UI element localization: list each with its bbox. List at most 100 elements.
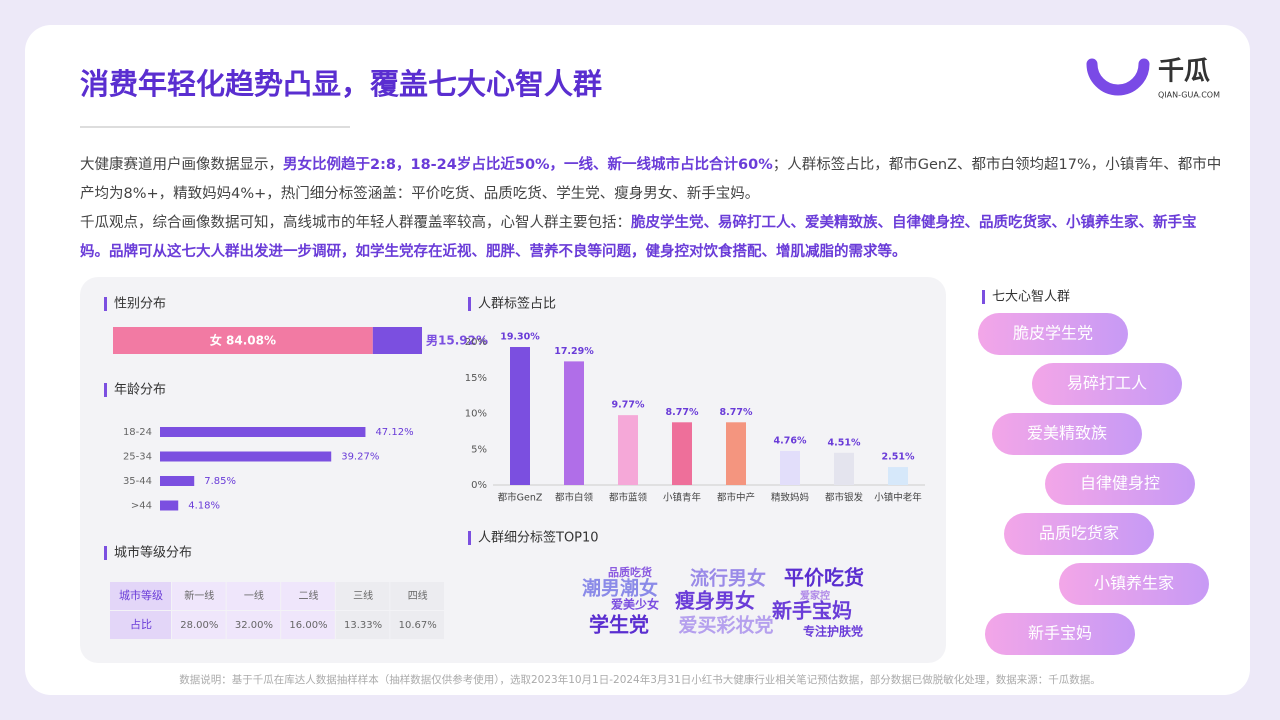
logo-icon bbox=[1086, 58, 1150, 96]
footer: 数据说明：基于千瓜在库达人数据抽样样本（抽样数据仅供参考使用），选取2023年1… bbox=[179, 673, 1101, 686]
value-label: 男15.92% bbox=[426, 334, 488, 348]
section-title: 性别分布 bbox=[114, 297, 166, 312]
table-text: 二线 bbox=[299, 589, 319, 602]
group-label: 脆皮学生党 bbox=[1013, 324, 1093, 343]
section-title: 城市等级分布 bbox=[114, 545, 192, 561]
logo: 千瓜 bbox=[1158, 57, 1210, 87]
value-label: 2.51% bbox=[882, 452, 915, 463]
word: 爱家控 bbox=[800, 589, 830, 602]
word: 品质吃货 bbox=[608, 565, 652, 579]
table-cell bbox=[335, 611, 390, 639]
group-pill bbox=[978, 313, 1128, 355]
bar bbox=[780, 450, 800, 485]
title: 消费年轻化趋势凸显，覆盖七大心智人群 bbox=[80, 67, 602, 101]
value-label: 4.76% bbox=[774, 435, 807, 446]
word: 爱买彩妆党 bbox=[678, 614, 773, 637]
value-label: 8.77% bbox=[720, 407, 753, 418]
table-text: 13.33% bbox=[344, 620, 382, 631]
group-label: 新手宝妈 bbox=[1028, 624, 1092, 643]
value-label: 8.77% bbox=[666, 407, 699, 418]
highlight: 脆皮学生党、易碎打工人、爱美精致族、自律健身控、品质吃货家、小镇养生家、新手宝妈… bbox=[80, 215, 1197, 260]
value-label: 19.30% bbox=[500, 332, 540, 343]
table-cell bbox=[390, 582, 444, 610]
table-cell bbox=[172, 611, 226, 639]
logo-url: QIAN-GUA.COM bbox=[1158, 91, 1220, 100]
bar bbox=[834, 452, 854, 485]
group-pill bbox=[992, 413, 1142, 455]
table-cell bbox=[226, 611, 281, 639]
bar bbox=[564, 361, 584, 485]
heading-marker bbox=[104, 383, 107, 397]
value-label: 39.27% bbox=[341, 452, 379, 463]
word: 潮男潮女 bbox=[582, 577, 658, 600]
group-pill bbox=[985, 613, 1135, 655]
table-text: 32.00% bbox=[235, 620, 273, 631]
word: 流行男女 bbox=[690, 567, 766, 590]
table-cell bbox=[281, 611, 335, 639]
table-cell bbox=[172, 582, 226, 610]
value-label: 4.51% bbox=[828, 437, 861, 448]
group-pill bbox=[1004, 513, 1154, 555]
section-title: 年龄分布 bbox=[114, 383, 166, 398]
heading-marker bbox=[468, 297, 471, 311]
group-pill bbox=[1032, 363, 1182, 405]
group-pill bbox=[1045, 463, 1195, 505]
category-label: 25-34 bbox=[123, 452, 152, 463]
highlight: 男女比例趋于2:8，18-24岁占比近50%，一线、新一线城市占比合计60% bbox=[283, 157, 773, 173]
heading-marker bbox=[982, 290, 985, 304]
bar bbox=[888, 467, 908, 485]
table-text: 10.67% bbox=[399, 620, 437, 631]
table-cell bbox=[226, 582, 281, 610]
table-text: 三线 bbox=[353, 589, 373, 602]
x-tick-label: 都市中产 bbox=[717, 492, 755, 504]
text: 千瓜观点，综合画像数据可知，高线城市的年轻人群覆盖率较高，心智人群主要包括： bbox=[80, 215, 631, 231]
section-title: 人群细分标签TOP10 bbox=[478, 530, 599, 546]
category-label: >44 bbox=[131, 501, 152, 512]
x-tick-label: 精致妈妈 bbox=[771, 492, 809, 504]
table-text: 一线 bbox=[244, 589, 264, 602]
table-cell bbox=[110, 582, 171, 610]
table-text: 占比 bbox=[130, 617, 152, 631]
value-label: 女 84.08% bbox=[210, 333, 276, 348]
value-label: 17.29% bbox=[554, 346, 594, 357]
bar bbox=[726, 422, 746, 485]
y-tick-label: 15% bbox=[465, 373, 487, 384]
group-label: 爱美精致族 bbox=[1027, 424, 1107, 443]
x-tick-label: 都市白领 bbox=[555, 492, 594, 504]
paragraph: 大健康赛道用户画像数据显示，男女比例趋于2:8，18-24岁占比近50%，一线、… bbox=[80, 151, 1225, 209]
group-label: 品质吃货家 bbox=[1039, 524, 1119, 543]
table-cell bbox=[281, 582, 335, 610]
category-label: 35-44 bbox=[123, 476, 152, 487]
word: 瘦身男女 bbox=[675, 589, 755, 613]
age-bar bbox=[160, 500, 179, 511]
gender-bar bbox=[113, 327, 373, 354]
table-text: 28.00% bbox=[180, 620, 218, 631]
age-bar bbox=[160, 476, 195, 486]
value-label: 7.85% bbox=[204, 476, 236, 487]
table-text: 四线 bbox=[408, 589, 428, 602]
bar bbox=[510, 347, 530, 485]
word: 学生党 bbox=[589, 613, 649, 637]
word: 爱美少女 bbox=[611, 597, 659, 612]
x-tick-label: 都市银发 bbox=[825, 492, 864, 504]
heading-marker bbox=[468, 531, 471, 545]
group-pill bbox=[1059, 563, 1209, 605]
y-tick-label: 20% bbox=[465, 337, 487, 348]
paragraph: 千瓜观点，综合画像数据可知，高线城市的年轻人群覆盖率较高，心智人群主要包括：脆皮… bbox=[80, 209, 1225, 267]
text: ；人群标签占比，都市GenZ、都市白领均超17%，小镇青年、都市中产均为8%+，… bbox=[80, 157, 1222, 202]
section-title: 人群标签占比 bbox=[478, 296, 556, 312]
group-label: 易碎打工人 bbox=[1067, 374, 1147, 393]
group-label: 自律健身控 bbox=[1080, 474, 1160, 493]
table-cell bbox=[335, 582, 390, 610]
word: 新手宝妈 bbox=[772, 599, 852, 623]
word: 平价吃货 bbox=[784, 566, 864, 590]
table-text: 新一线 bbox=[184, 589, 214, 602]
category-label: 18-24 bbox=[123, 427, 152, 438]
age-bar bbox=[160, 451, 332, 462]
value-label: 4.18% bbox=[188, 501, 220, 512]
bar bbox=[618, 415, 638, 485]
intro: 大健康赛道用户画像数据显示，男女比例趋于2:8，18-24岁占比近50%，一线、… bbox=[80, 151, 1225, 267]
x-tick-label: 都市GenZ bbox=[498, 492, 543, 504]
bar bbox=[672, 422, 692, 485]
